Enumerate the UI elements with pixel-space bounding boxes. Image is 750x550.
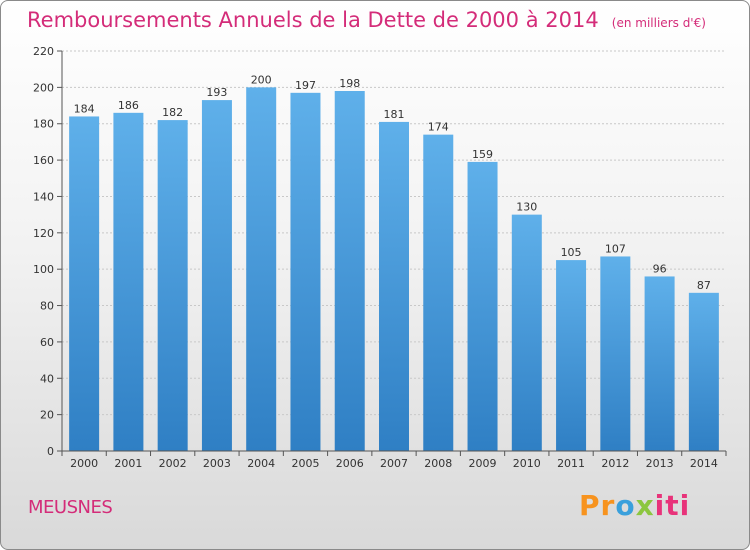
bar xyxy=(290,92,321,452)
y-tick-label: 100 xyxy=(33,263,54,276)
y-tick-label: 60 xyxy=(40,336,54,349)
x-tick-label: 2004 xyxy=(247,457,275,470)
data-label: 181 xyxy=(384,108,405,121)
data-label: 130 xyxy=(516,201,537,214)
data-label: 198 xyxy=(339,77,360,90)
bar xyxy=(379,121,409,451)
y-tick-label: 20 xyxy=(40,409,54,422)
data-label: 182 xyxy=(162,106,183,119)
x-tick-label: 2009 xyxy=(469,457,497,470)
bar xyxy=(423,134,454,452)
data-label: 87 xyxy=(697,279,711,292)
commune-name: MEUSNES xyxy=(28,497,113,518)
bar xyxy=(201,100,232,451)
x-tick-label: 2001 xyxy=(114,457,142,470)
bar xyxy=(113,112,144,452)
y-tick-label: 140 xyxy=(33,190,54,203)
data-label: 96 xyxy=(653,262,667,275)
y-tick-label: 200 xyxy=(33,81,54,94)
brand-part-1: Pr xyxy=(579,489,616,522)
data-label: 107 xyxy=(605,242,626,255)
x-tick-label: 2005 xyxy=(291,457,319,470)
bar xyxy=(688,292,719,451)
x-tick-label: 2007 xyxy=(380,457,408,470)
data-label: 159 xyxy=(472,148,493,161)
data-label: 186 xyxy=(118,99,139,112)
y-tick-label: 180 xyxy=(33,118,54,131)
x-tick-label: 2003 xyxy=(203,457,231,470)
bar xyxy=(157,120,188,451)
data-label: 193 xyxy=(206,86,227,99)
data-label: 105 xyxy=(561,246,582,259)
bar xyxy=(511,214,542,451)
x-tick-label: 2014 xyxy=(690,457,718,470)
brand-part-2: o xyxy=(615,489,636,522)
brand-part-3: x xyxy=(635,489,655,522)
y-tick-label: 80 xyxy=(40,300,54,313)
x-tick-label: 2000 xyxy=(70,457,98,470)
x-tick-label: 2008 xyxy=(424,457,452,470)
x-tick-label: 2002 xyxy=(159,457,187,470)
x-tick-label: 2010 xyxy=(513,457,541,470)
bar xyxy=(467,161,498,451)
y-tick-label: 120 xyxy=(33,227,54,240)
data-label: 184 xyxy=(74,102,95,115)
bar xyxy=(600,256,631,451)
data-label: 200 xyxy=(251,73,272,86)
y-tick-label: 0 xyxy=(47,445,54,458)
brand-logo: Proxiti xyxy=(579,489,690,522)
y-tick-label: 160 xyxy=(33,154,54,167)
x-tick-label: 2013 xyxy=(646,457,674,470)
y-tick-label: 220 xyxy=(33,45,54,58)
bar xyxy=(334,91,365,451)
y-tick-label: 40 xyxy=(40,372,54,385)
title-line: Remboursements Annuels de la Dette de 20… xyxy=(27,8,706,32)
bar xyxy=(556,260,587,451)
chart-title: Remboursements Annuels de la Dette de 20… xyxy=(27,8,599,32)
brand-part-4: iti xyxy=(654,489,691,522)
x-tick-label: 2011 xyxy=(557,457,585,470)
bar xyxy=(246,87,277,451)
data-label: 197 xyxy=(295,79,316,92)
bar xyxy=(69,116,100,452)
x-tick-label: 2006 xyxy=(336,457,364,470)
chart-subtitle: (en milliers d'€) xyxy=(611,16,706,30)
bar xyxy=(644,276,675,451)
data-label: 174 xyxy=(428,121,449,134)
x-tick-label: 2012 xyxy=(601,457,629,470)
